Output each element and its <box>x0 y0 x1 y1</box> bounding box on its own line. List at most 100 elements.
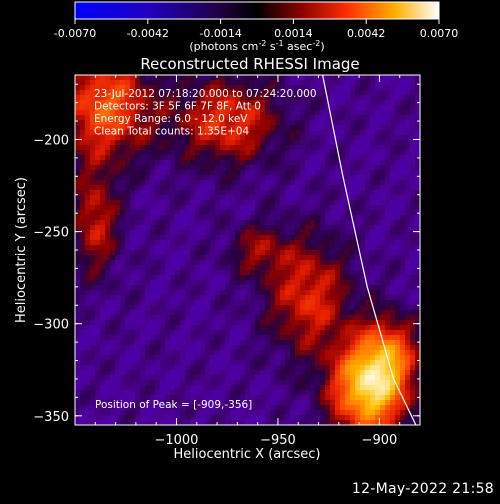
heatmap-cell <box>260 240 266 246</box>
heatmap-cell <box>345 145 351 151</box>
heatmap-cell <box>290 300 296 306</box>
heatmap-cell <box>200 80 206 86</box>
heatmap-cell <box>80 275 86 281</box>
heatmap-cell <box>190 205 196 211</box>
heatmap-cell <box>115 370 121 376</box>
heatmap-cell <box>355 125 361 131</box>
heatmap-cell <box>330 210 336 216</box>
heatmap-cell <box>375 100 381 106</box>
heatmap-cell <box>165 420 171 425</box>
heatmap-cell <box>225 210 231 216</box>
heatmap-cell <box>145 155 151 161</box>
heatmap-cell <box>380 275 386 281</box>
heatmap-cell <box>375 360 381 366</box>
heatmap-cell <box>190 175 196 181</box>
heatmap-cell <box>210 130 216 136</box>
heatmap-cell <box>300 340 306 346</box>
heatmap-cell <box>255 235 261 241</box>
heatmap-cell <box>365 95 371 101</box>
heatmap-cell <box>265 85 271 91</box>
heatmap-cell <box>205 235 211 241</box>
heatmap-cell <box>100 405 106 411</box>
heatmap-cell <box>310 220 316 226</box>
heatmap-cell <box>355 325 361 331</box>
heatmap-cell <box>410 160 416 166</box>
heatmap-cell <box>200 300 206 306</box>
heatmap-cell <box>275 415 281 421</box>
heatmap-cell <box>240 400 246 406</box>
heatmap-cell <box>100 80 106 86</box>
heatmap-cell <box>300 130 306 136</box>
heatmap-cell <box>295 410 301 416</box>
heatmap-cell <box>80 160 86 166</box>
heatmap-cell <box>115 360 121 366</box>
heatmap-cell <box>80 170 86 176</box>
heatmap-cell <box>195 380 201 386</box>
heatmap-cell <box>390 175 396 181</box>
heatmap-cell <box>315 300 321 306</box>
heatmap-cell <box>260 265 266 271</box>
heatmap-cell <box>335 305 341 311</box>
heatmap-cell <box>90 325 96 331</box>
heatmap-cell <box>220 410 226 416</box>
heatmap-cell <box>130 260 136 266</box>
heatmap-cell <box>320 305 326 311</box>
heatmap-cell <box>120 110 126 116</box>
heatmap-cell <box>275 210 281 216</box>
heatmap-cell <box>395 410 401 416</box>
heatmap-cell <box>315 75 321 81</box>
heatmap-cell <box>145 205 151 211</box>
heatmap-cell <box>275 85 281 91</box>
heatmap-cell <box>195 365 201 371</box>
heatmap-cell <box>245 255 251 261</box>
heatmap-cell <box>100 280 106 286</box>
heatmap-cell <box>285 390 291 396</box>
heatmap-cell <box>365 230 371 236</box>
heatmap-cell <box>285 325 291 331</box>
heatmap-cell <box>160 285 166 291</box>
heatmap-cell <box>135 140 141 146</box>
heatmap-cell <box>95 385 101 391</box>
heatmap-cell <box>130 100 136 106</box>
heatmap-cell <box>405 345 411 351</box>
heatmap-cell <box>140 415 146 421</box>
heatmap-cell <box>105 220 111 226</box>
heatmap-cell <box>85 335 91 341</box>
heatmap-cell <box>95 275 101 281</box>
heatmap-cell <box>200 95 206 101</box>
heatmap-cell <box>335 410 341 416</box>
heatmap-cell <box>330 145 336 151</box>
heatmap-cell <box>225 85 231 91</box>
heatmap-cell <box>340 270 346 276</box>
annotation-line: Detectors: 3F 5F 6F 7F 8F, Att 0 <box>94 101 261 113</box>
heatmap-cell <box>255 290 261 296</box>
heatmap-cell <box>90 265 96 271</box>
heatmap-cell <box>160 315 166 321</box>
heatmap-cell <box>120 155 126 161</box>
heatmap-cell <box>380 75 386 81</box>
heatmap-cell <box>235 95 241 101</box>
heatmap-cell <box>270 230 276 236</box>
heatmap-cell <box>260 380 266 386</box>
heatmap-cell <box>190 305 196 311</box>
heatmap-cell <box>270 365 276 371</box>
heatmap-cell <box>110 180 116 186</box>
heatmap-cell <box>250 260 256 266</box>
heatmap-cell <box>300 120 306 126</box>
heatmap-cell <box>160 270 166 276</box>
heatmap-cell <box>165 240 171 246</box>
heatmap-cell <box>100 395 106 401</box>
heatmap-cell <box>385 365 391 371</box>
heatmap-cell <box>220 135 226 141</box>
heatmap-cell <box>265 135 271 141</box>
heatmap-cell <box>165 125 171 131</box>
heatmap-cell <box>225 105 231 111</box>
heatmap-cell <box>325 115 331 121</box>
heatmap-cell <box>115 280 121 286</box>
heatmap-cell <box>230 320 236 326</box>
heatmap-cell <box>175 85 181 91</box>
heatmap-cell <box>225 395 231 401</box>
heatmap-cell <box>395 285 401 291</box>
heatmap-cell <box>410 385 416 391</box>
heatmap-cell <box>355 225 361 231</box>
